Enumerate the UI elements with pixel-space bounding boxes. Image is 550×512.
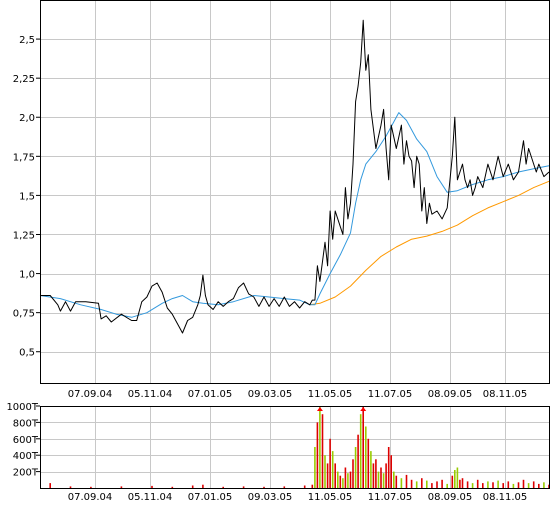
volume-y-tick-label: 200T (13, 468, 39, 479)
price-series-line-moving-average-short (39, 112, 550, 318)
volume-x-tick-label: 08.09.05 (428, 492, 473, 503)
price-x-axis: 07.09.04 05.11.04 07.01.05 09.03.05 11.05.05… (68, 389, 528, 400)
price-x-tick-label: 09.03.05 (248, 389, 293, 400)
price-series-line-moving-average-long (309, 180, 550, 306)
volume-x-axis: 07.09.04 05.11.04 07.01.05 09.03.05 11.05.05… (68, 492, 528, 503)
price-x-tick-label: 08.11.05 (483, 389, 528, 400)
price-y-tick-label: 2,0 (19, 113, 35, 124)
price-x-tick-label: 05.11.04 (128, 389, 173, 400)
volume-y-tick-label: 400T (13, 451, 39, 462)
price-y-tick-label: 1,5 (19, 191, 35, 202)
price-y-tick-label: 1,25 (13, 230, 35, 241)
volume-x-tick-label: 09.03.05 (248, 492, 293, 503)
price-chart-panel: 0,5 0,75 1,0 1,25 1,5 1,75 2,0 2,25 2,5 07.09.04… (13, 0, 550, 400)
price-y-tick-label: 2,5 (19, 35, 35, 46)
volume-overflow-marker (316, 407, 323, 411)
volume-overflow-marker (360, 407, 367, 411)
volume-y-axis: 200T 400T 600T 800T 1000T (6, 402, 40, 479)
volume-x-tick-label: 11.05.05 (308, 492, 353, 503)
volume-chart-background (40, 406, 549, 488)
volume-y-tick-label: 800T (13, 418, 39, 429)
price-x-tick-label: 11.05.05 (308, 389, 353, 400)
price-y-tick-label: 0,5 (19, 348, 35, 359)
price-x-tick-label: 11.07.05 (368, 389, 413, 400)
price-y-axis: 0,5 0,75 1,0 1,25 1,5 1,75 2,0 2,25 2,5 (13, 35, 40, 359)
volume-y-tick-label: 1000T (6, 402, 38, 413)
price-x-tick-label: 07.09.04 (68, 389, 113, 400)
volume-x-tick-label: 07.09.04 (68, 492, 113, 503)
price-y-tick-label: 2,25 (13, 74, 35, 85)
volume-x-tick-label: 08.11.05 (483, 492, 528, 503)
price-series-group (39, 19, 550, 334)
volume-x-tick-label: 05.11.04 (128, 492, 173, 503)
price-x-tick-label: 07.01.05 (188, 389, 233, 400)
price-y-tick-label: 0,75 (13, 309, 35, 320)
price-y-tick-label: 1,0 (19, 270, 35, 281)
volume-y-tick-label: 600T (13, 435, 39, 446)
price-y-tick-label: 1,75 (13, 152, 35, 163)
price-grid (40, 0, 549, 383)
volume-x-tick-label: 07.01.05 (188, 492, 233, 503)
price-chart-background (40, 0, 549, 383)
volume-x-tick-label: 11.07.05 (368, 492, 413, 503)
price-series-line-price (40, 19, 550, 334)
price-x-tick-label: 08.09.05 (428, 389, 473, 400)
volume-bars-group (49, 406, 550, 488)
